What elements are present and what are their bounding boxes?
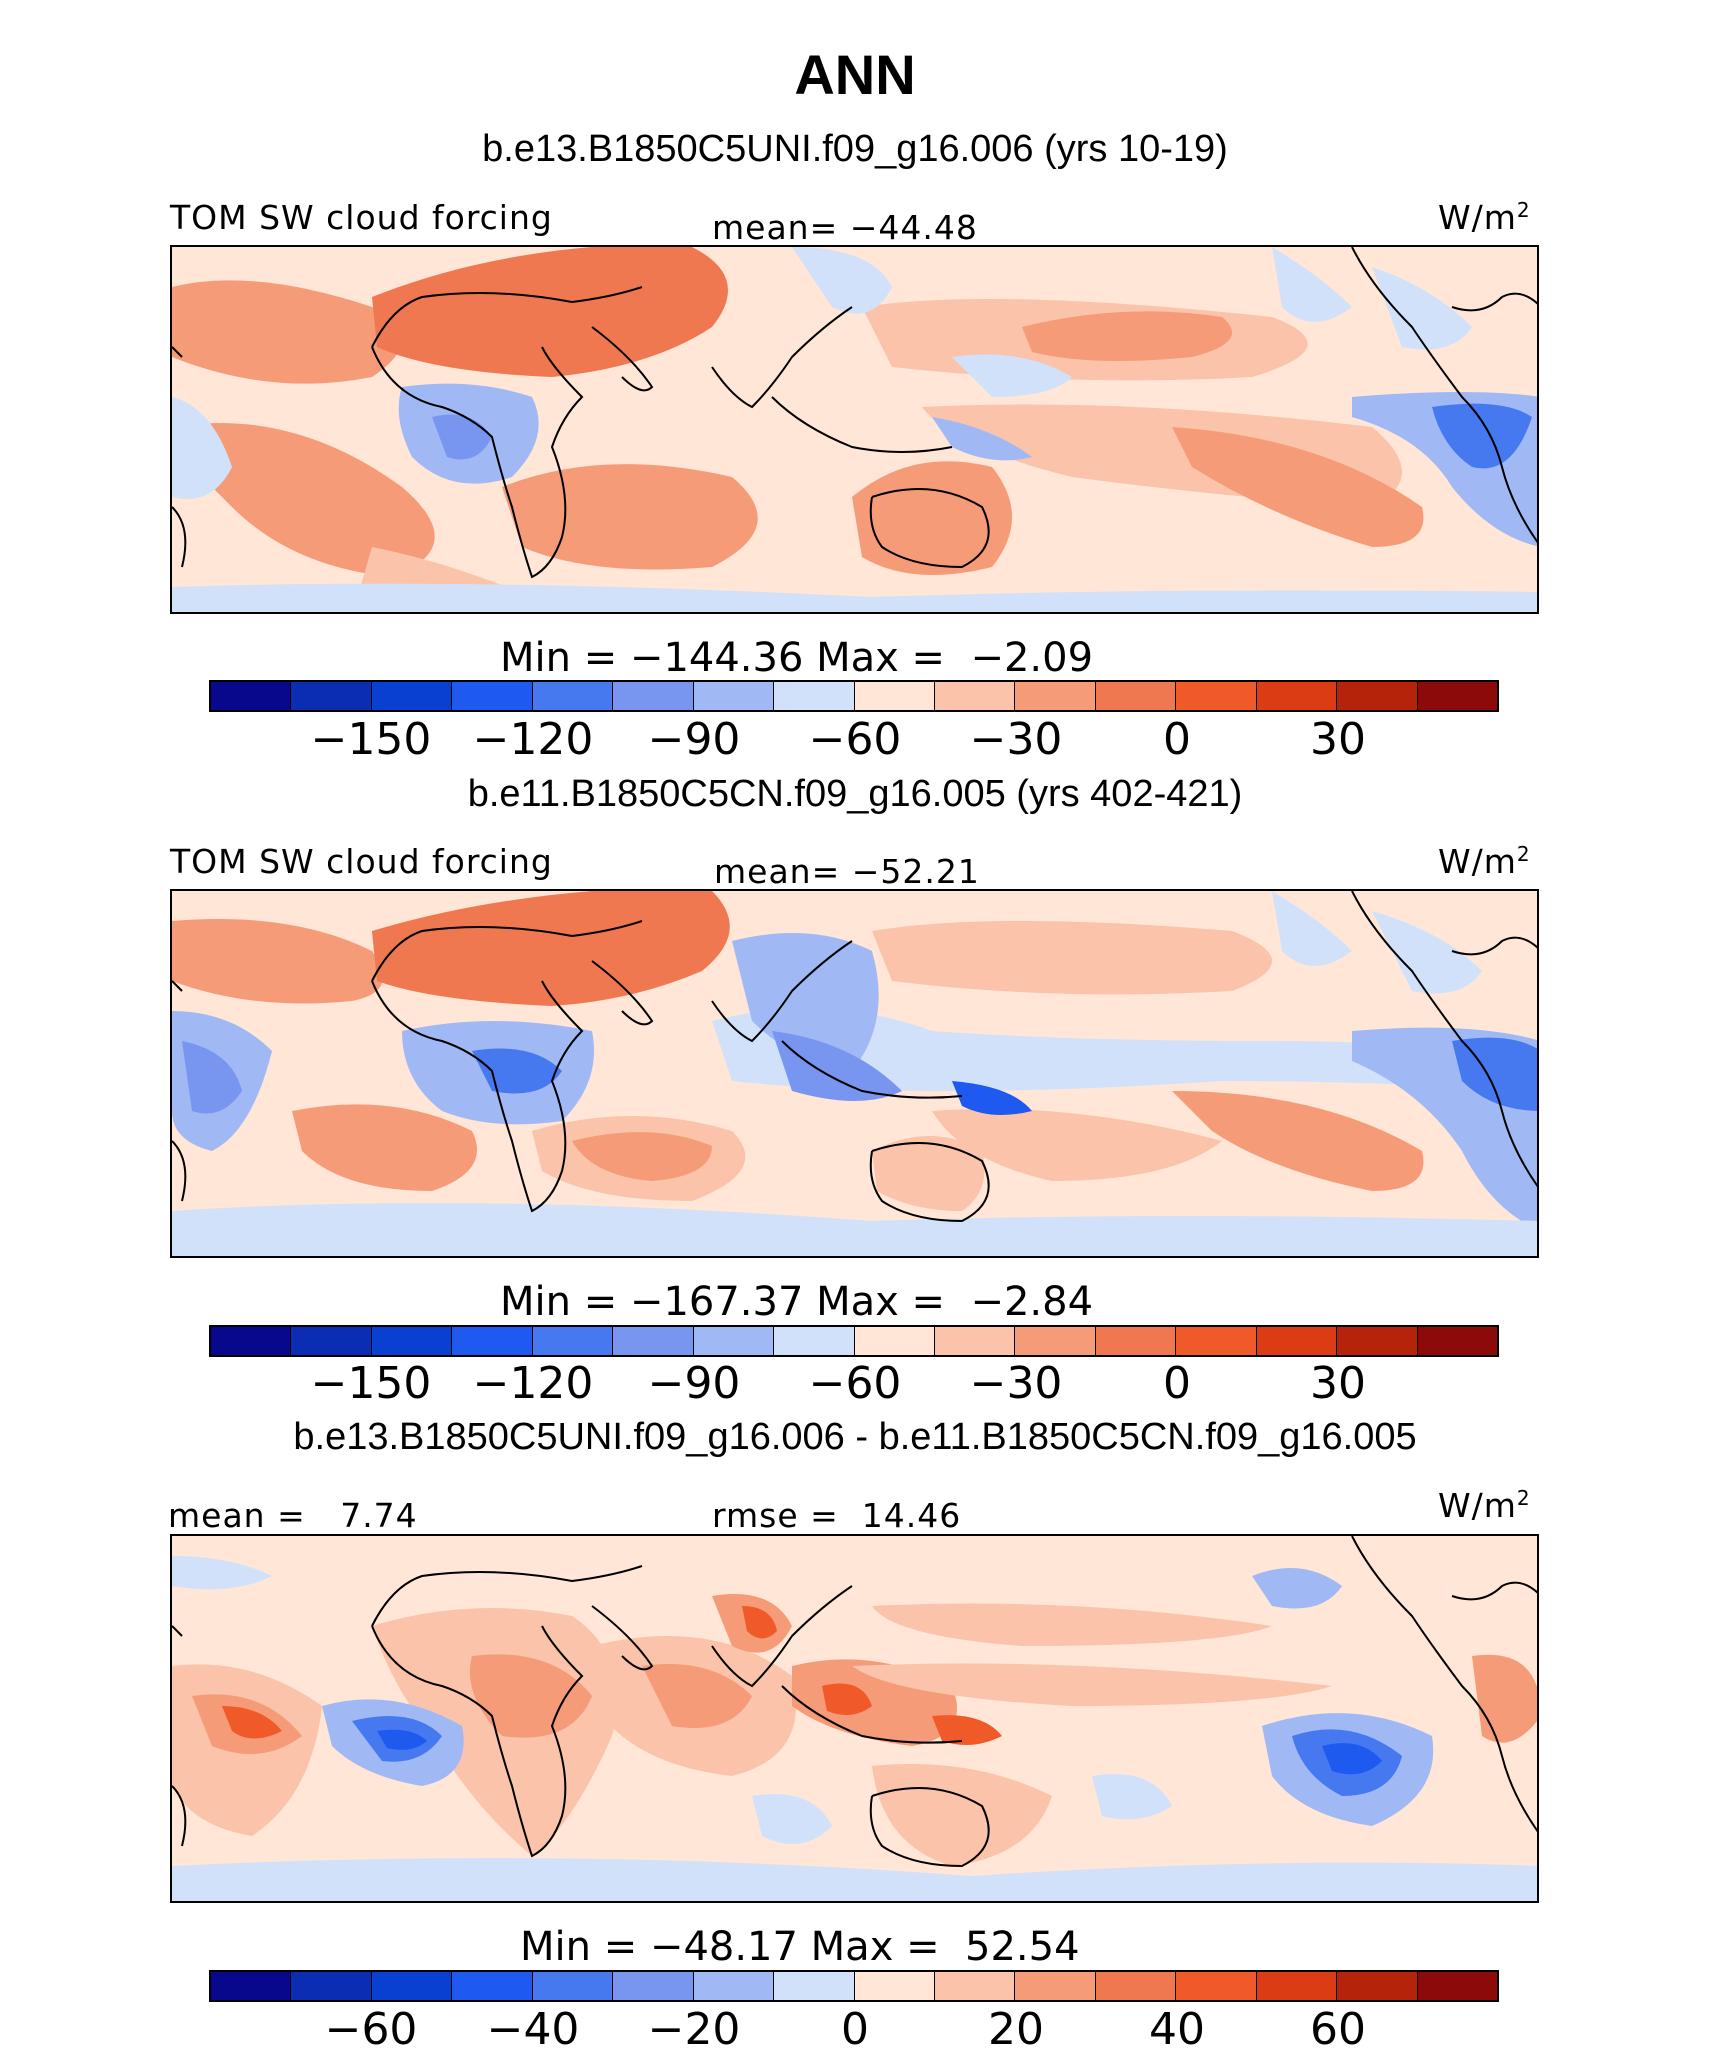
panel-3-colorbar-tick: −40 <box>486 2004 580 2055</box>
panel-1-title: b.e13.B1850C5UNI.f09_g16.006 (yrs 10-19) <box>482 128 1228 170</box>
panel-1-colorbar-tick: −90 <box>647 714 741 765</box>
colorbar-swatch <box>1337 1972 1418 2000</box>
panel-3-colorbar-tick: −20 <box>647 2004 741 2055</box>
panel-3-units: W/m2 <box>1438 1486 1531 1525</box>
colorbar-swatch <box>613 682 694 710</box>
panel-1-colorbar-tick: 30 <box>1310 714 1366 765</box>
colorbar-swatch <box>532 1972 614 2000</box>
colorbar-swatch <box>371 682 453 710</box>
colorbar-swatch <box>693 1327 775 1355</box>
main-title: ANN <box>794 43 916 106</box>
colorbar-swatch <box>1256 682 1338 710</box>
panel-3-colorbar-tick: 40 <box>1149 2004 1205 2055</box>
colorbar-swatch <box>693 1972 775 2000</box>
colorbar-swatch <box>1256 1327 1338 1355</box>
colorbar-swatch <box>1095 1327 1177 1355</box>
colorbar-swatch <box>1095 682 1177 710</box>
colorbar-swatch <box>1015 1972 1096 2000</box>
colorbar-swatch <box>211 682 292 710</box>
panel-3-map <box>170 1534 1539 1903</box>
panel-2-colorbar-tick: −150 <box>310 1358 432 1409</box>
colorbar-swatch <box>774 682 855 710</box>
colorbar-swatch <box>1337 682 1418 710</box>
panel-2-mean-label: mean= −52.21 <box>714 852 980 891</box>
panel-1-variable-label: TOM SW cloud forcing <box>170 198 553 237</box>
panel-1-colorbar-tick: −60 <box>808 714 902 765</box>
colorbar-swatch <box>774 1327 855 1355</box>
panel-2-minmax: Min = −167.37 Max = −2.84 <box>500 1279 1094 1325</box>
colorbar-swatch <box>452 682 533 710</box>
colorbar-swatch <box>1176 1327 1257 1355</box>
colorbar-swatch <box>854 1972 935 2000</box>
colorbar-swatch <box>1095 1972 1177 2000</box>
panel-2-colorbar-tick: 30 <box>1310 1358 1366 1409</box>
panel-3-title: b.e13.B1850C5UNI.f09_g16.006 - b.e11.B18… <box>293 1416 1417 1458</box>
panel-2-colorbar-tick: −30 <box>969 1358 1063 1409</box>
colorbar-swatch <box>1176 1972 1257 2000</box>
colorbar-swatch <box>532 682 614 710</box>
panel-3-colorbar-tick: 20 <box>988 2004 1044 2055</box>
panel-1-colorbar-tick: −120 <box>472 714 594 765</box>
panel-1-colorbar-tick: −30 <box>969 714 1063 765</box>
colorbar-swatch <box>211 1972 292 2000</box>
panel-2-variable-label: TOM SW cloud forcing <box>170 842 553 881</box>
colorbar-swatch <box>291 682 372 710</box>
panel-3-minmax: Min = −48.17 Max = 52.54 <box>520 1924 1080 1970</box>
panel-1-units: W/m2 <box>1438 198 1531 237</box>
colorbar-swatch <box>211 1327 292 1355</box>
panel-2-colorbar-tick: −90 <box>647 1358 741 1409</box>
panel-1-map <box>170 245 1539 614</box>
colorbar-swatch <box>1417 1972 1497 2000</box>
colorbar-swatch <box>371 1327 453 1355</box>
colorbar-swatch <box>1417 1327 1497 1355</box>
colorbar-swatch <box>774 1972 855 2000</box>
panel-3-colorbar-tick: 0 <box>841 2004 869 2055</box>
colorbar-swatch <box>934 682 1016 710</box>
colorbar-swatch <box>1176 682 1257 710</box>
panel-1-mean-label: mean= −44.48 <box>712 208 978 247</box>
colorbar-swatch <box>371 1972 453 2000</box>
panel-3-rmse-label: rmse = 14.46 <box>712 1496 962 1535</box>
colorbar-swatch <box>452 1972 533 2000</box>
colorbar-swatch <box>854 1327 935 1355</box>
panel-2-units: W/m2 <box>1438 842 1531 881</box>
colorbar-swatch <box>1256 1972 1338 2000</box>
panel-3-colorbar-tick: 60 <box>1310 2004 1366 2055</box>
panel-3-colorbar <box>209 1970 1499 2002</box>
panel-2-map <box>170 889 1539 1258</box>
colorbar-swatch <box>291 1327 372 1355</box>
panel-1-colorbar <box>209 680 1499 712</box>
panel-1-minmax: Min = −144.36 Max = −2.09 <box>500 635 1094 681</box>
colorbar-swatch <box>1015 1327 1096 1355</box>
panel-2-colorbar-tick: −60 <box>808 1358 902 1409</box>
colorbar-swatch <box>934 1327 1016 1355</box>
colorbar-swatch <box>1015 682 1096 710</box>
panel-3-mean-label: mean = 7.74 <box>168 1496 418 1535</box>
colorbar-swatch <box>291 1972 372 2000</box>
colorbar-swatch <box>532 1327 614 1355</box>
colorbar-swatch <box>452 1327 533 1355</box>
colorbar-swatch <box>693 682 775 710</box>
panel-3-colorbar-tick: −60 <box>324 2004 418 2055</box>
colorbar-swatch <box>934 1972 1016 2000</box>
colorbar-swatch <box>613 1327 694 1355</box>
panel-2-colorbar <box>209 1325 1499 1357</box>
panel-2-title: b.e11.B1850C5CN.f09_g16.005 (yrs 402-421… <box>467 773 1243 815</box>
colorbar-swatch <box>613 1972 694 2000</box>
panel-2-colorbar-tick: 0 <box>1163 1358 1191 1409</box>
colorbar-swatch <box>1417 682 1497 710</box>
colorbar-swatch <box>1337 1327 1418 1355</box>
colorbar-swatch <box>854 682 935 710</box>
panel-2-colorbar-tick: −120 <box>472 1358 594 1409</box>
panel-1-colorbar-tick: −150 <box>310 714 432 765</box>
panel-1-colorbar-tick: 0 <box>1163 714 1191 765</box>
